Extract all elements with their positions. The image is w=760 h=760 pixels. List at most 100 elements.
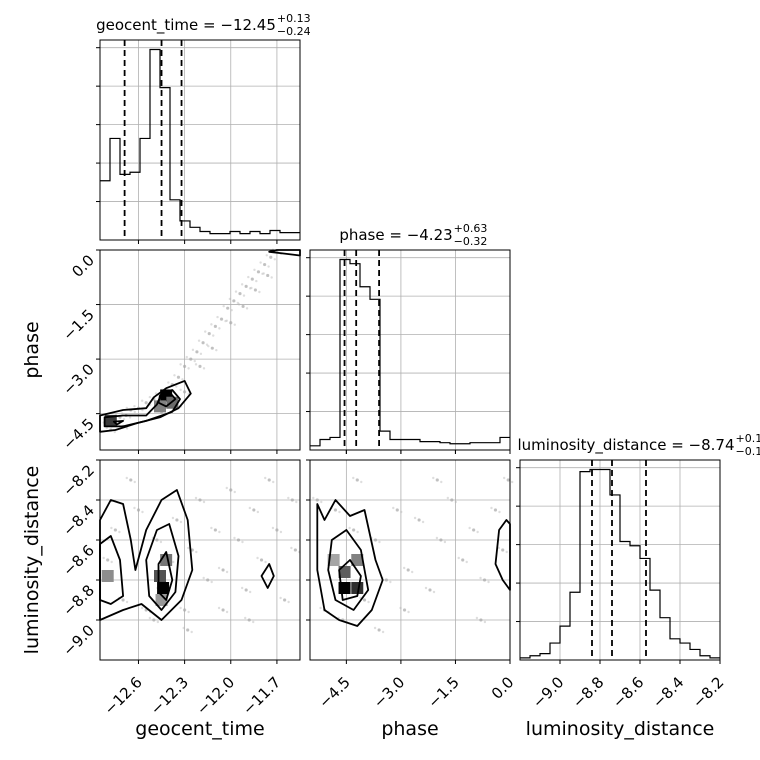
scatter-point xyxy=(183,390,187,394)
scatter-point xyxy=(400,510,403,514)
scatter-point xyxy=(279,530,283,534)
scatter-point xyxy=(252,508,256,512)
scatter-point xyxy=(395,508,399,512)
scatter-point xyxy=(352,476,355,480)
contour-layer xyxy=(99,249,511,627)
scatter-point xyxy=(506,478,510,482)
x-tick-label-geocent_time: −12.3 xyxy=(147,673,192,718)
contour-line xyxy=(268,249,301,257)
scatter-point xyxy=(120,412,124,415)
scatter-point xyxy=(267,478,271,482)
scatter-point xyxy=(226,306,230,310)
scatter-point xyxy=(148,616,152,620)
scatter-point xyxy=(384,578,388,582)
scatter-point xyxy=(360,480,363,484)
scatter-point xyxy=(113,430,116,434)
histogram-geocent_time xyxy=(100,48,300,235)
scatter-point xyxy=(210,526,213,530)
panel-frame xyxy=(309,459,511,661)
scatter-point xyxy=(230,308,233,312)
scatter-point xyxy=(290,498,294,502)
density-cell xyxy=(351,554,364,566)
scatter-point xyxy=(244,588,248,592)
scatter-point xyxy=(316,498,319,502)
scatter-point xyxy=(319,606,322,610)
scatter-point xyxy=(214,528,217,532)
scatter-point xyxy=(128,416,132,419)
scatter-point xyxy=(185,355,188,359)
panel-frame xyxy=(99,459,301,661)
scatter-point xyxy=(461,558,464,562)
y-tick-label-phase: −4.5 xyxy=(59,415,97,453)
scatter-point xyxy=(242,294,246,297)
scatter-point xyxy=(510,480,514,484)
scatter-point xyxy=(417,518,421,522)
scatter-point xyxy=(268,478,271,482)
scatter-point xyxy=(229,488,232,492)
scatter-point xyxy=(183,390,186,394)
scatter-point xyxy=(320,500,323,504)
scatter-point xyxy=(244,588,248,592)
scatter-point xyxy=(195,550,198,554)
x-axis-label-luminosity_distance: luminosity_distance xyxy=(526,718,715,740)
scatter-point xyxy=(407,610,410,614)
scatter-point xyxy=(233,536,236,540)
y-tick-label-luminosity_distance: −8.6 xyxy=(59,541,97,579)
scatter-point xyxy=(406,568,410,572)
scatter-point xyxy=(225,610,229,614)
scatter-point xyxy=(435,478,439,482)
title-plus: +0.17 xyxy=(736,432,760,445)
scatter-point xyxy=(102,556,105,560)
scatter-point xyxy=(214,325,217,328)
scatter-point xyxy=(122,418,126,421)
scatter-point xyxy=(428,588,432,592)
contour-line xyxy=(99,379,192,433)
scatter-point xyxy=(494,508,497,512)
scatter-point xyxy=(140,399,144,402)
scatter-point xyxy=(219,317,224,321)
scatter-point xyxy=(216,315,219,319)
x-tick-label-luminosity_distance: −8.6 xyxy=(609,673,647,711)
scatter-point xyxy=(217,606,221,610)
scatter-point xyxy=(254,288,257,292)
scatter-point xyxy=(294,548,297,552)
scatter-point xyxy=(181,378,184,381)
scatter-point xyxy=(479,618,483,622)
scatter-point xyxy=(244,616,247,620)
density-cell xyxy=(154,570,166,582)
scatter-point xyxy=(240,283,244,286)
density-cell xyxy=(157,582,170,594)
scatter-point xyxy=(183,608,186,612)
scatter-point xyxy=(435,536,439,540)
contour-line xyxy=(112,419,124,426)
scatter-point xyxy=(212,334,215,337)
x-tick-label-luminosity_distance: −9.0 xyxy=(529,673,567,711)
scatter-point xyxy=(356,478,359,482)
scatter-point xyxy=(262,272,265,275)
scatter-point xyxy=(187,367,190,370)
scatter-point xyxy=(229,321,232,324)
scatter-point xyxy=(202,500,206,504)
scatter-point xyxy=(106,558,109,562)
scatter-point xyxy=(468,526,471,530)
scatter-point xyxy=(362,598,367,602)
scatter-point xyxy=(229,488,233,492)
scatter-point xyxy=(241,540,244,544)
y-axis-label-luminosity_distance: luminosity_distance xyxy=(21,466,43,655)
scatter-point xyxy=(195,350,199,354)
scatter-point xyxy=(367,600,370,604)
title-minus: −0.24 xyxy=(277,25,311,38)
text-layer: geocent_time = −12.45 +0.13−0.24 phase = −… xyxy=(21,12,760,740)
title-luminosity_distance: luminosity_distance = −8.74 xyxy=(517,436,734,455)
scatter-point xyxy=(483,620,487,624)
scatter-point xyxy=(255,279,258,283)
scatter-point xyxy=(191,548,194,552)
scatter-point xyxy=(175,518,179,522)
scatter-point xyxy=(204,330,207,333)
y-tick-label-phase: −3.0 xyxy=(59,360,97,398)
title-geocent_time: geocent_time = −12.45 xyxy=(96,16,276,35)
scatter-point xyxy=(232,299,236,303)
scatter-point xyxy=(373,538,378,542)
scatter-point xyxy=(236,301,240,305)
scatter-point xyxy=(410,570,414,574)
